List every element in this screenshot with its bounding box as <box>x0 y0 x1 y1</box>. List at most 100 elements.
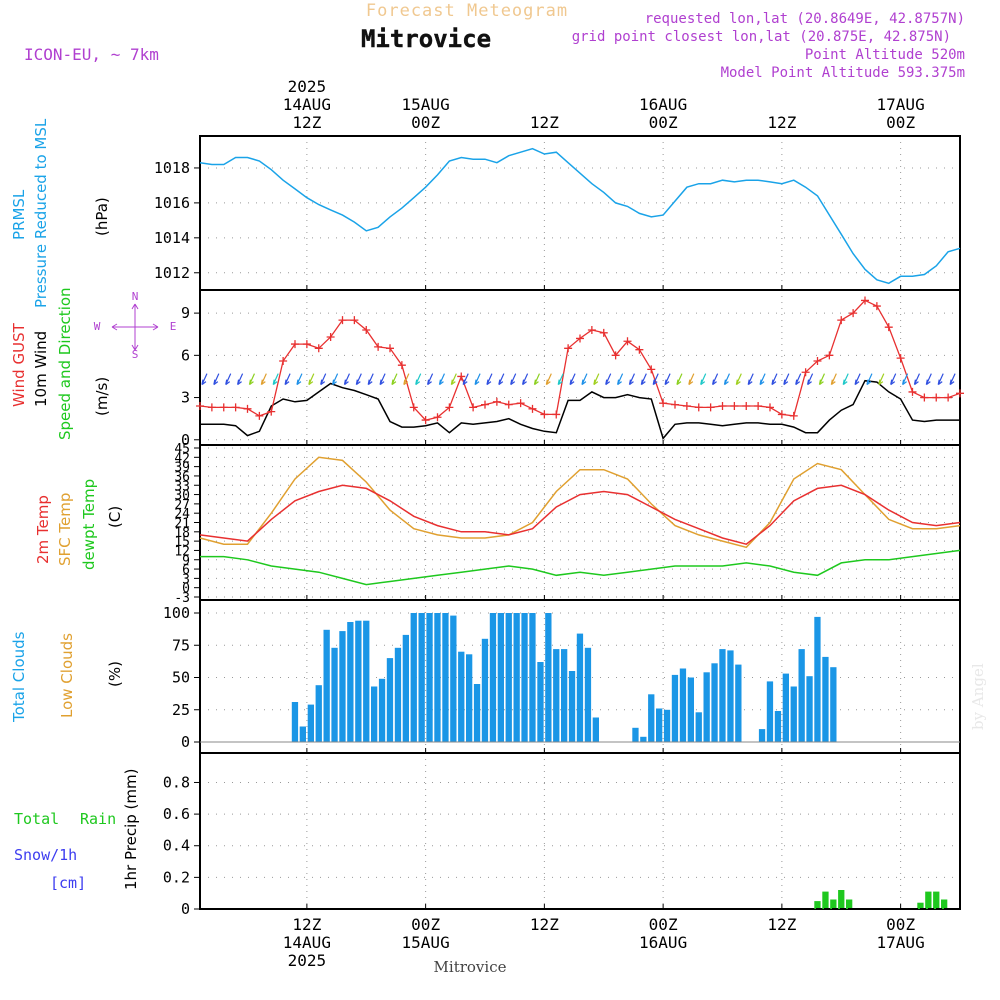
ytick-label: 0 <box>181 431 190 449</box>
pressure-unit-label: (hPa) <box>93 197 111 236</box>
cloud-bar <box>402 634 409 742</box>
time-label: 12Z <box>767 113 796 132</box>
gust-marker <box>920 393 929 402</box>
top-title: Forecast Meteogram <box>366 1 568 21</box>
wind-direction-arrow <box>391 373 398 386</box>
ytick-label: 18 <box>174 526 190 541</box>
precip-bar <box>838 890 845 909</box>
cloud-bar <box>323 629 330 742</box>
dewpt-label: dewpt Temp <box>80 479 98 570</box>
cloud-bar <box>735 664 742 742</box>
wind-unit-label: (m/s) <box>93 377 111 416</box>
time-label-text: 17AUG <box>877 95 925 114</box>
ytick-label: 3 <box>181 389 190 407</box>
cloud-bar <box>363 620 370 742</box>
ytick-label: 39 <box>174 461 190 476</box>
cloud-bar <box>561 649 568 742</box>
wind-direction-arrow <box>628 373 636 386</box>
gust-marker <box>611 351 620 360</box>
wind-direction-arrow <box>735 373 742 386</box>
wind-direction-arrow <box>806 373 814 386</box>
gust-marker <box>932 393 941 402</box>
time-label-text: 00Z <box>649 113 678 132</box>
wind-direction-arrow <box>545 373 552 386</box>
wind-direction-arrow <box>284 373 291 386</box>
time-label-text: 00Z <box>411 915 440 934</box>
gust-marker <box>386 344 394 353</box>
wind-direction-arrow <box>367 373 374 386</box>
time-label-text: 16AUG <box>639 933 687 952</box>
precip-bar <box>822 891 829 909</box>
gust-marker <box>231 403 240 412</box>
time-label-text: 2025 <box>288 951 327 970</box>
gust-marker <box>457 372 466 381</box>
wind-direction-arrow <box>331 373 339 386</box>
rain-label: Rain <box>80 810 116 828</box>
snow-label: Snow/1h <box>14 846 77 864</box>
info-line-3: Point Altitude 520m <box>805 47 965 63</box>
cloud-bar <box>671 674 679 742</box>
gust-marker <box>861 296 869 305</box>
wind-direction-arrow <box>379 373 386 386</box>
clouds-unit-label: (%) <box>106 661 124 687</box>
plot-layer: 10121014101610180369-3036912151821242730… <box>154 77 964 970</box>
wind-direction-arrow <box>521 373 529 386</box>
gust-marker <box>279 356 288 365</box>
series-pressure <box>199 147 961 285</box>
wind-direction-arrow <box>605 373 612 386</box>
cloud-bar <box>497 613 504 742</box>
cloud-bar <box>656 708 663 742</box>
ytick-label: 9 <box>182 554 190 569</box>
ytick-label: 30 <box>174 489 190 504</box>
gust-marker <box>421 416 430 425</box>
cloud-bar <box>458 651 465 742</box>
gust-marker <box>647 365 656 374</box>
cloud-bar <box>806 676 813 742</box>
pressure-msl-label: Pressure Reduced to MSL <box>32 118 50 308</box>
gust-marker <box>908 387 917 396</box>
ytick-label: 9 <box>181 304 190 322</box>
ytick-label: 21 <box>174 517 190 532</box>
ytick-label: 27 <box>174 498 190 513</box>
cloud-bar <box>339 631 346 742</box>
gust-marker <box>338 316 347 325</box>
gust-marker <box>481 400 489 409</box>
precip-unit-label: 1hr Precip (mm) <box>122 769 140 890</box>
gust-marker <box>314 344 323 353</box>
wind-direction-arrow <box>296 373 303 386</box>
cloud-bar <box>378 678 386 742</box>
ytick-label: 6 <box>182 563 190 578</box>
wind-gust-label: Wind GUST <box>10 322 28 407</box>
gust-marker <box>599 328 608 337</box>
gust-marker <box>671 400 679 409</box>
cloud-bar <box>584 647 592 742</box>
ytick-label: 50 <box>172 669 190 687</box>
wind-direction-arrow <box>486 373 493 386</box>
total-clouds-label: Total Clouds <box>10 631 28 723</box>
time-label-text: 00Z <box>886 915 915 934</box>
cloud-bar <box>695 712 702 742</box>
gust-marker <box>789 411 798 420</box>
series-2m-temp <box>199 484 961 546</box>
cloud-bar <box>632 727 639 742</box>
cloud-bar <box>473 684 481 742</box>
wind-direction-arrow <box>711 373 719 386</box>
gust-marker <box>492 397 501 406</box>
gust-marker <box>207 403 216 412</box>
wind-speed-dir-label: Speed and Direction <box>56 287 74 440</box>
ytick-label: 6 <box>181 346 190 364</box>
cloud-bar <box>466 654 473 742</box>
wind-direction-arrow <box>949 373 956 386</box>
cloud-bar <box>703 672 710 742</box>
gust-marker <box>754 402 763 410</box>
ytick-label: -3 <box>174 591 190 606</box>
wind-direction-arrow <box>818 373 826 386</box>
cloud-bar <box>814 616 821 742</box>
gust-marker <box>302 340 311 349</box>
cloud-bar <box>822 656 829 742</box>
wind-direction-arrow <box>925 373 932 386</box>
cloud-bar <box>505 613 512 742</box>
